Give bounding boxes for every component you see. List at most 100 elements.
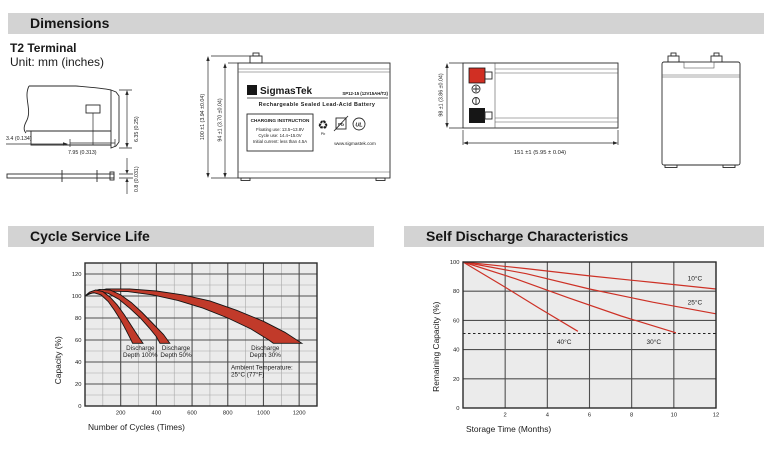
y-tick-label: 0 <box>78 404 81 410</box>
foot-right <box>375 177 386 181</box>
annotation: Depth 100% <box>123 352 158 359</box>
terminal-angled-edge <box>75 85 112 91</box>
y-tick-label: 80 <box>453 289 459 295</box>
battery-side-view-drawing <box>661 52 741 168</box>
terminal-type-label: T2 Terminal <box>10 41 77 55</box>
series-label: 25°C <box>688 298 703 306</box>
dim-line-94 <box>224 62 238 176</box>
case-seams <box>238 68 390 173</box>
top-view-outline <box>462 62 619 129</box>
x-tick-label: 400 <box>152 411 162 417</box>
x-tick-label: 800 <box>223 411 233 417</box>
top-view-seams <box>494 63 618 128</box>
series-label: 30°C <box>647 338 662 346</box>
charging-line-current: Initial current: less than 4.5A <box>253 139 307 144</box>
unit-label: Unit: mm (inches) <box>10 55 105 69</box>
x-tick-label: 1200 <box>293 411 306 417</box>
positive-terminal-tab <box>484 71 493 80</box>
side-terminal-1-nub <box>670 52 677 57</box>
dim-line-0-8 <box>119 158 133 194</box>
x-tick-label: 200 <box>116 411 126 417</box>
ul-mark-icon <box>352 117 366 131</box>
recycle-pb-text: Pb <box>321 132 325 136</box>
negative-terminal-tab <box>484 111 493 120</box>
strip-ticks <box>61 170 98 182</box>
x-tick-label: 10 <box>671 413 677 419</box>
band-Discharge Depth 100% <box>84 289 144 344</box>
plot-border <box>84 262 318 407</box>
dim-depth-98: 98 ±1 (3.86 ±0.04) <box>439 73 445 116</box>
dim-length-151: 151 ±1 (5.95 ± 0.04) <box>514 150 566 156</box>
annotation: Depth 50% <box>160 352 192 359</box>
band-Discharge Depth 50% <box>84 288 171 344</box>
plot-border <box>462 261 717 409</box>
battery-type-text: Rechargeable Sealed Lead-Acid Battery <box>259 102 376 108</box>
brand-logo-box <box>247 85 257 95</box>
negative-terminal <box>469 108 485 123</box>
annotation: Ambient Temperature: <box>231 365 293 372</box>
charging-line-floating: Floating use: 13.5~13.8V <box>256 127 304 132</box>
y-tick-label: 60 <box>75 338 81 344</box>
dim-3-4: 3.4 (0.134) <box>6 136 32 142</box>
annotation: 25°C (77°F) <box>231 371 264 379</box>
dim-6-35: 6.35 (0.25) <box>134 116 140 142</box>
dim-height-100: 100 ±1 (3.94 ±0.04) <box>200 94 206 140</box>
terminal-step-edge <box>30 131 111 146</box>
annotation: Discharge <box>162 345 191 352</box>
vent-plus-icon <box>471 84 481 94</box>
battery-front-view-drawing: 100 ±1 (3.94 ±0.04) 94 ±1 (3.70 ±0.04) Σ… <box>200 52 391 181</box>
dim-line-98 <box>446 62 463 129</box>
charging-instruction-title: CHARGING INSTRUCTION <box>251 118 310 123</box>
pb-bin-text: Pb <box>338 122 344 127</box>
terminal-detail-drawing: 3.4 (0.134) 7.95 (0.313) 6.35 (0.25) 0.8… <box>6 85 140 194</box>
pb-bin-icon <box>335 117 347 130</box>
y-tick-label: 20 <box>75 382 81 388</box>
series-30°C <box>462 261 677 334</box>
charging-line-cycle: Cycle use: 14.4~15.0V <box>258 133 301 138</box>
y-tick-label: 40 <box>453 348 459 354</box>
strip-end <box>109 171 115 181</box>
terminal-subtitle: T2 Terminal Unit: mm (inches) <box>10 41 104 69</box>
y-tick-label: 20 <box>453 377 459 383</box>
battery-top-view-drawing: 98 ±1 (3.86 ±0.04) 151 ±1 (5.95 ± 0.04) <box>439 62 619 156</box>
dim-0-8: 0.8 (0.031) <box>134 166 140 192</box>
foot-left <box>240 177 251 181</box>
brand-logo-glyph: Σ <box>250 87 255 96</box>
side-terminal-2 <box>710 55 723 63</box>
vent-minus-icon <box>472 97 480 105</box>
annotation: Discharge <box>251 345 280 352</box>
arrowhead <box>63 142 68 146</box>
x-tick-label: 600 <box>187 411 197 417</box>
x-axis-title: Number of Cycles (Times) <box>88 422 185 432</box>
y-tick-label: 80 <box>75 316 81 322</box>
terminal-bump <box>249 55 263 64</box>
side-foot-right <box>722 164 736 168</box>
section-header-cycle-service-life: Cycle Service Life <box>8 226 374 247</box>
x-tick-label: 1000 <box>257 411 270 417</box>
dim-height-94: 94 ±1 (3.70 ±0.04) <box>218 98 224 141</box>
side-terminal-2-nub <box>713 52 720 57</box>
recycle-icon: ♻ <box>318 118 329 132</box>
y-tick-label: 0 <box>456 406 459 412</box>
battery-case <box>237 62 391 179</box>
y-tick-label: 120 <box>72 272 82 278</box>
series-25°C <box>462 261 717 315</box>
model-number: SP12-15 (12V15AH/T2) <box>342 91 388 96</box>
annotation: Discharge <box>126 345 155 352</box>
series-label: 10°C <box>688 274 703 282</box>
terminal-strip-side-view <box>6 173 115 179</box>
y-tick-label: 40 <box>75 360 81 366</box>
side-foot-left <box>664 164 678 168</box>
vent-plus-cross <box>473 86 479 92</box>
y-tick-label: 100 <box>72 294 82 300</box>
self-discharge-chart: 10°C 25°C 30°C 40°C 0 20 40 60 80 100 2 4 6 8 10 12 Stor… <box>431 260 719 434</box>
positive-terminal <box>468 67 486 84</box>
website-text: www.sigmastek.com <box>334 141 376 146</box>
handle-recess <box>683 61 715 69</box>
x-tick-label: 6 <box>588 413 591 419</box>
dim-line-151 <box>462 130 619 145</box>
x-tick-label: 12 <box>713 413 719 419</box>
x-tick-label: 8 <box>630 413 633 419</box>
